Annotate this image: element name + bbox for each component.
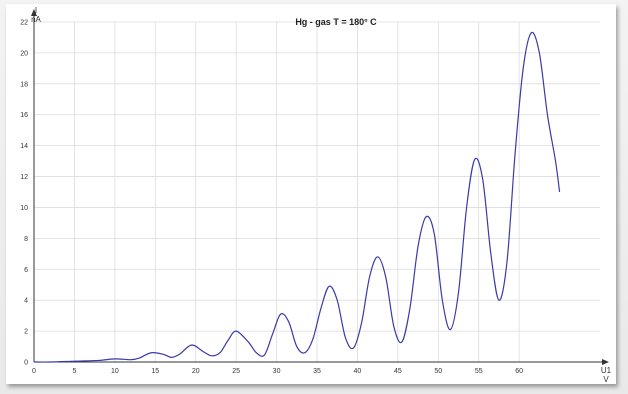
tick-labels: 0 5 10 15 20 25 30 35 40 45 50 55 60 0 2 4 6 8 10 12 14 16 18 2… bbox=[20, 20, 523, 376]
x-tick-label: 45 bbox=[394, 368, 402, 375]
y-axis-unit: nA bbox=[31, 15, 41, 24]
x-axis-symbol: U1 bbox=[601, 366, 612, 375]
y-tick-label: 8 bbox=[24, 236, 28, 243]
y-tick-label: 4 bbox=[24, 298, 28, 305]
y-tick-label: 18 bbox=[20, 81, 28, 88]
x-tick-label: 50 bbox=[434, 368, 442, 375]
x-tick-label: 15 bbox=[151, 368, 159, 375]
x-tick-label: 55 bbox=[475, 368, 483, 375]
x-tick-label: 10 bbox=[111, 368, 119, 375]
series-line bbox=[33, 31, 561, 363]
x-tick-label: 35 bbox=[313, 368, 321, 375]
y-tick-label: 10 bbox=[20, 205, 28, 212]
y-axis-arrow bbox=[31, 9, 37, 16]
y-axis-symbol: I bbox=[35, 6, 37, 15]
y-tick-label: 14 bbox=[20, 143, 28, 150]
x-tick-label: 30 bbox=[273, 368, 281, 375]
x-axis-unit: V bbox=[603, 375, 609, 384]
x-tick-label: 60 bbox=[515, 368, 523, 375]
y-tick-label: 12 bbox=[20, 174, 28, 181]
y-tick-label: 2 bbox=[24, 329, 28, 336]
axes bbox=[31, 9, 609, 365]
chart-panel: 0 5 10 15 20 25 30 35 40 45 50 55 60 0 2 4 6 8 10 12 14 16 18 2… bbox=[6, 4, 616, 384]
chart-title: Hg - gas T = 180° C bbox=[295, 17, 377, 27]
x-axis-arrow bbox=[602, 359, 609, 365]
y-tick-label: 22 bbox=[20, 20, 28, 27]
x-tick-label: 5 bbox=[72, 368, 76, 375]
x-tick-label: 20 bbox=[192, 368, 200, 375]
y-tick-label: 0 bbox=[24, 360, 28, 367]
y-tick-label: 6 bbox=[24, 267, 28, 274]
x-tick-label: 0 bbox=[32, 368, 36, 375]
x-tick-label: 25 bbox=[232, 368, 240, 375]
line-chart: 0 5 10 15 20 25 30 35 40 45 50 55 60 0 2 4 6 8 10 12 14 16 18 2… bbox=[20, 6, 612, 384]
y-tick-label: 20 bbox=[20, 50, 28, 57]
grid bbox=[33, 21, 600, 363]
y-tick-label: 16 bbox=[20, 112, 28, 119]
x-tick-label: 40 bbox=[354, 368, 362, 375]
